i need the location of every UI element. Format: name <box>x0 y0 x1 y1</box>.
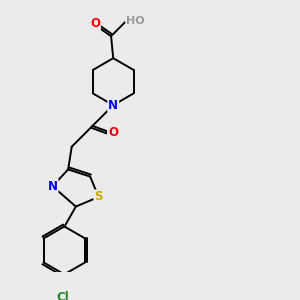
Text: Cl: Cl <box>57 291 69 300</box>
Text: S: S <box>94 190 103 203</box>
Text: O: O <box>108 126 118 140</box>
Text: HO: HO <box>126 16 145 26</box>
Text: N: N <box>48 180 58 193</box>
Text: N: N <box>108 99 118 112</box>
Text: O: O <box>90 17 100 30</box>
